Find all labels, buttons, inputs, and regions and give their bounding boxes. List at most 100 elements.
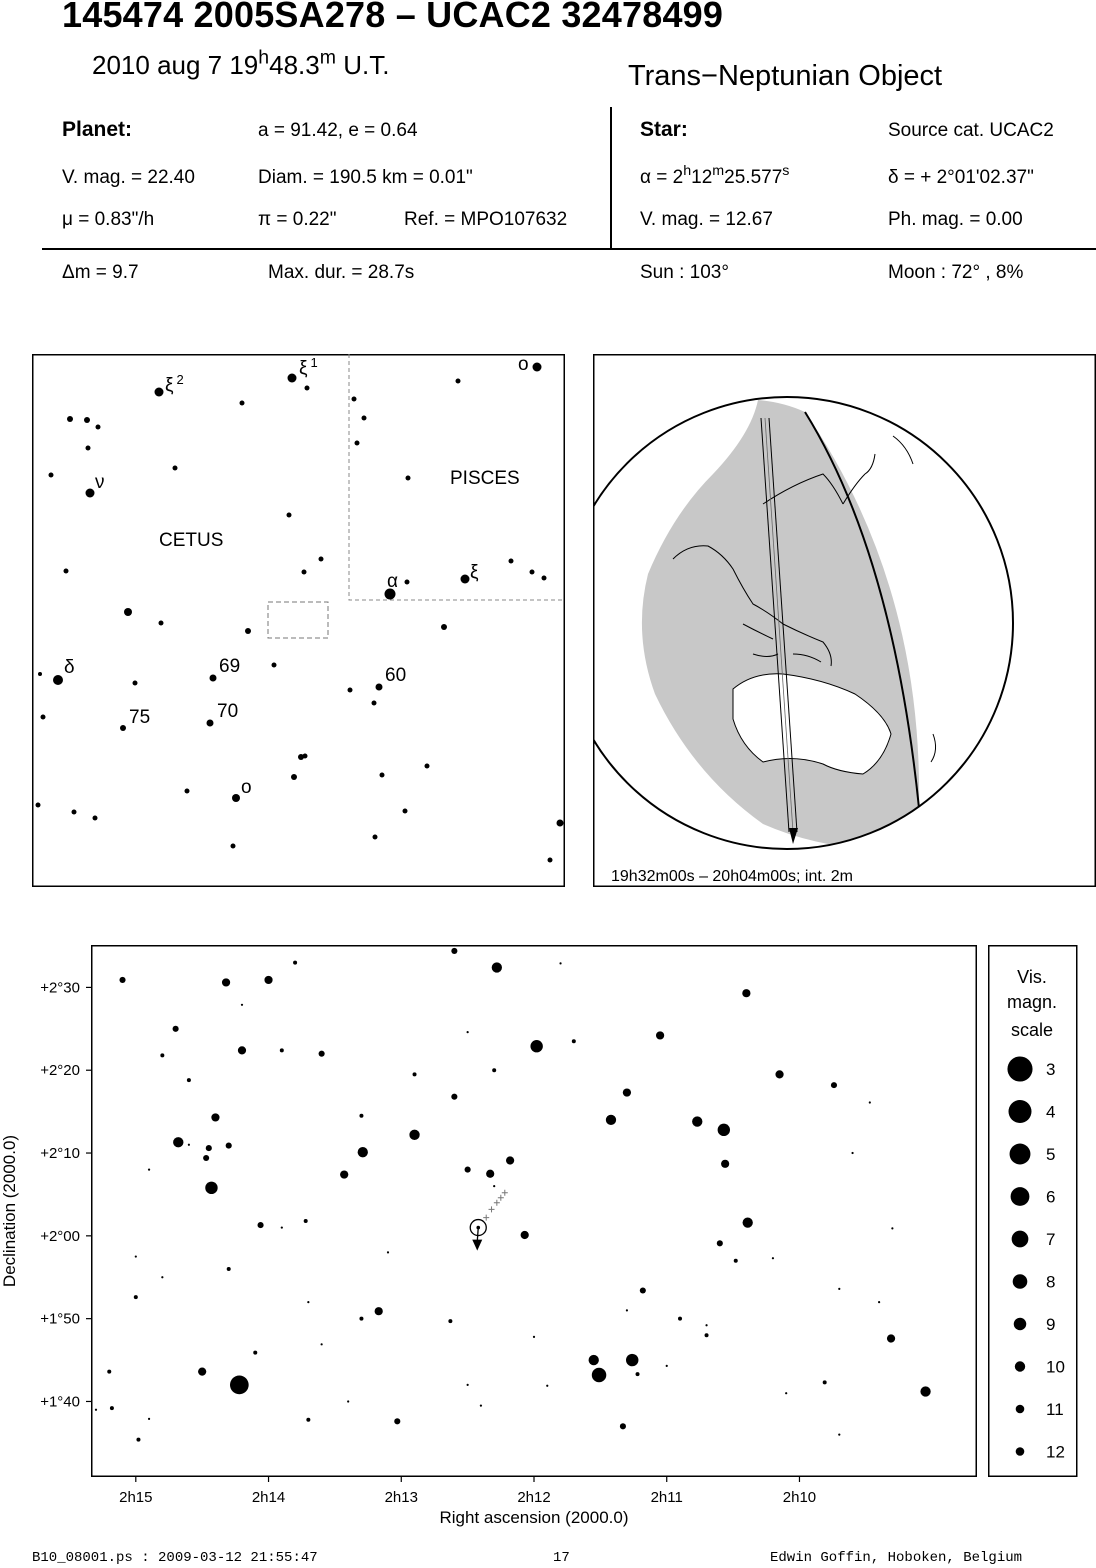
field-star: [492, 1068, 497, 1073]
field-star: [591, 1367, 607, 1383]
field-star: [303, 1218, 308, 1223]
x-tick-label: 2h11: [651, 1489, 683, 1506]
star-right-ascension: α = 2h12m25.577s: [640, 164, 789, 189]
sun-elongation: Sun : 103°: [640, 262, 729, 283]
field-star: [109, 1406, 114, 1411]
field-star: [559, 962, 562, 965]
globe-caption: 19h32m00s – 20h04m00s; int. 2m: [611, 868, 853, 885]
x-axis-ticks: 2h15 2h14 2h13 2h12 2h11 2h10: [119, 1476, 816, 1506]
vertical-divider: [610, 107, 612, 248]
planet-vmag: V. mag. = 22.40: [62, 167, 195, 188]
finder-star: [298, 754, 304, 760]
finder-star: [508, 558, 514, 564]
scale-dot: [1012, 1274, 1028, 1289]
field-star: [203, 1154, 210, 1162]
field-star: [119, 976, 126, 984]
field-star: [237, 1046, 247, 1055]
field-star: [198, 1367, 207, 1376]
field-star: [635, 1372, 640, 1377]
field-star: [133, 1295, 138, 1300]
finder-star: [291, 774, 297, 780]
event-date: 2010 aug 7 19: [92, 50, 259, 80]
field-star: [851, 1151, 854, 1155]
finder-star: [124, 608, 132, 616]
occultation-chart: +2°30+2°20+2°10+2°00+1°50+1°40 2h15 2h14 2…: [0, 945, 1078, 1527]
finder-star: [379, 772, 385, 778]
field-star: [742, 1217, 753, 1228]
x-tick-label: 2h10: [783, 1489, 816, 1506]
field-star: [147, 1168, 151, 1171]
y-tick-label: +2°00: [40, 1228, 80, 1245]
scale-dot: [1015, 1447, 1025, 1456]
field-star: [891, 1227, 894, 1230]
field-star: [394, 1418, 401, 1425]
field-star: [374, 1307, 383, 1316]
field-star: [721, 1159, 730, 1168]
finder-star: [95, 424, 101, 430]
scale-label: 9: [1046, 1315, 1055, 1334]
scale-title-line3: scale: [1011, 1020, 1053, 1040]
indonesia-islands: [742, 623, 822, 663]
scale-dot: [1008, 1100, 1032, 1123]
scale-label: 8: [1046, 1273, 1055, 1292]
night-side-shading: [641, 400, 920, 849]
moon-info: Moon : 72° , 8%: [888, 262, 1024, 283]
globe-panel: 19h32m00s – 20h04m00s; int. 2m: [593, 354, 1096, 887]
field-star: [136, 1437, 141, 1442]
finder-star: [372, 834, 378, 840]
star-label-alpha: α: [387, 571, 398, 592]
field-star: [205, 1181, 218, 1195]
horizontal-divider: [42, 248, 1096, 250]
finder-star: [301, 569, 307, 575]
x-tick-label: 2h14: [252, 1489, 285, 1506]
finder-star: [287, 373, 297, 383]
finder-star: [354, 440, 360, 446]
field-star: [506, 1156, 515, 1165]
magnitude-scale-frame: [988, 945, 1078, 1477]
track-marker: [483, 1214, 490, 1221]
field-star: [186, 1078, 191, 1083]
planet-heading: Planet:: [62, 118, 133, 141]
field-star: [619, 1423, 626, 1430]
field-star: [357, 1147, 368, 1158]
track-direction-arrow: [789, 828, 798, 844]
finder-star: [230, 843, 236, 849]
field-star: [571, 1039, 576, 1044]
field-star: [134, 1255, 137, 1258]
field-star: [868, 1101, 871, 1104]
star-declination: δ = + 2°01'02.37": [888, 167, 1034, 188]
field-star: [520, 1230, 529, 1240]
finder-star: [556, 819, 564, 827]
ra-minutes: 12: [691, 167, 713, 188]
finder-star: [441, 624, 447, 630]
field-star: [639, 1287, 646, 1294]
minute-unit: m: [319, 46, 336, 69]
scale-label: 10: [1046, 1358, 1065, 1377]
field-star: [479, 1404, 483, 1407]
finder-star: [239, 400, 245, 406]
y-tick-label: +1°50: [40, 1311, 80, 1328]
finder-star: [302, 753, 308, 759]
finder-star: [35, 802, 41, 808]
field-star: [240, 1003, 244, 1006]
field-star: [920, 1386, 931, 1397]
field-star: [253, 1350, 258, 1355]
y-tick-label: +2°20: [40, 1062, 80, 1079]
time-zone: U.T.: [336, 50, 390, 80]
finder-star: [371, 700, 377, 706]
event-minute: 48.3: [269, 50, 320, 80]
field-star: [625, 1309, 629, 1312]
field-star: [742, 989, 751, 998]
star-label-75: 75: [129, 707, 150, 728]
finder-star: [85, 488, 95, 498]
scale-dot: [1011, 1230, 1029, 1248]
star-label-69: 69: [219, 656, 240, 677]
finder-star: [286, 512, 292, 518]
field-star: [605, 1114, 617, 1126]
globe-outline: [593, 396, 1014, 850]
field-star: [307, 1300, 310, 1304]
footer-page: 17: [553, 1550, 570, 1566]
star-label-delta: δ: [64, 657, 75, 678]
